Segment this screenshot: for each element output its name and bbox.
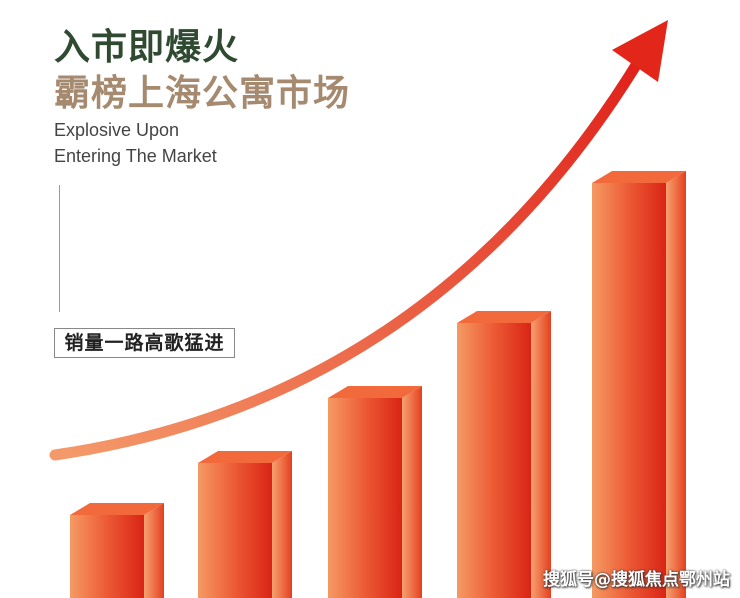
- subtitle-line-2: Entering The Market: [54, 146, 217, 166]
- bar-side-2: [272, 451, 292, 598]
- bar-top-4: [457, 311, 551, 323]
- bar-5: [592, 183, 666, 598]
- bar-top-3: [328, 386, 422, 398]
- bar-side-3: [402, 386, 422, 598]
- bar-side-1: [144, 503, 164, 598]
- trend-arrow-head: [612, 20, 668, 82]
- bar-4: [457, 323, 531, 598]
- headline-line-1: 入市即爆火: [54, 27, 240, 68]
- bar-top-1: [70, 503, 164, 515]
- bar-top-5: [592, 171, 686, 183]
- subtitle-line-1: Explosive Upon: [54, 120, 180, 140]
- bar-1: [70, 515, 144, 598]
- sales-tag: 销量一路高歌猛进: [54, 328, 235, 358]
- bar-3: [328, 398, 402, 598]
- trend-arrow-shaft: [49, 56, 644, 461]
- bar-2: [198, 463, 272, 598]
- headline-line-2: 霸榜上海公寓市场: [54, 73, 351, 114]
- divider-line: [59, 185, 60, 312]
- bar-side-5: [666, 171, 686, 598]
- watermark: 搜狐号@搜狐焦点鄂州站: [543, 570, 730, 590]
- bar-side-4: [531, 311, 551, 598]
- bar-top-2: [198, 451, 292, 463]
